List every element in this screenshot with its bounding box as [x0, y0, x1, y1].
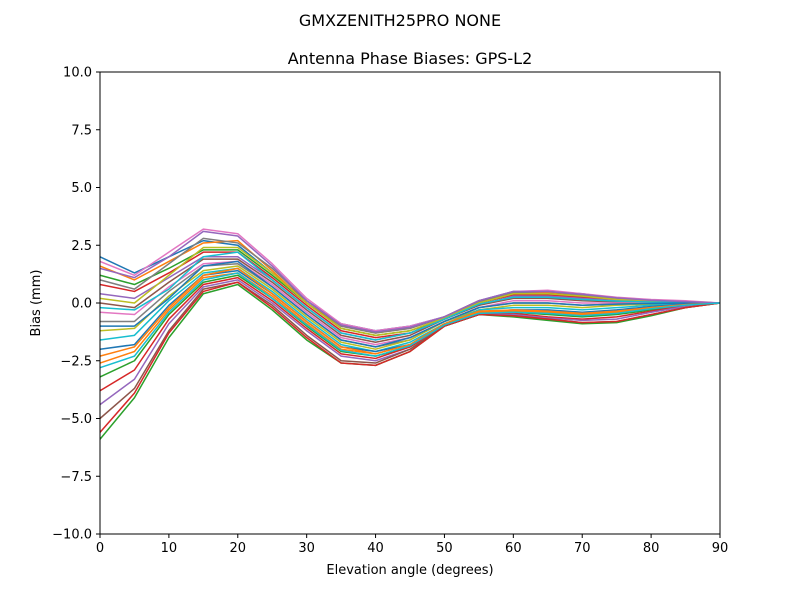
y-tick-label: 5.0 [71, 181, 92, 196]
series-line-10 [99, 267, 721, 353]
series-line-23 [99, 283, 721, 440]
y-tick-label: −5.0 [60, 412, 92, 427]
y-tick-label: −2.5 [60, 354, 92, 369]
x-tick-label: 20 [230, 541, 247, 556]
y-tick-label: 2.5 [71, 239, 92, 254]
series-line-21 [100, 260, 720, 348]
series-line-22 [99, 267, 721, 357]
series-line-24 [99, 281, 721, 433]
y-tick-label: −7.5 [60, 470, 92, 485]
y-tick-label: 10.0 [63, 66, 92, 81]
x-tick-label: 70 [574, 541, 591, 556]
x-tick-label: 30 [298, 541, 315, 556]
y-tick-label: 7.5 [71, 123, 92, 138]
x-tick-label: 0 [96, 541, 104, 556]
series-line-9 [99, 265, 721, 350]
figure-suptitle: GMXZENITH25PRO NONE [299, 11, 501, 30]
y-tick-label: 0.0 [71, 297, 92, 312]
x-tick-label: 10 [161, 541, 178, 556]
x-tick-label: 80 [643, 541, 660, 556]
y-axis: −10.0 −7.5 −5.0 −2.5 0.0 2.5 5.0 7.5 10.0 [52, 66, 100, 543]
x-tick-label: 60 [505, 541, 522, 556]
x-tick-label: 50 [436, 541, 453, 556]
x-axis-label: Elevation angle (degrees) [326, 563, 493, 578]
series-line-25 [99, 230, 721, 333]
series-line-20 [99, 251, 721, 341]
y-tick-label: −10.0 [52, 528, 92, 543]
x-tick-label: 40 [367, 541, 384, 556]
x-tick-label: 90 [712, 541, 729, 556]
y-axis-label: Bias (mm) [29, 270, 44, 337]
series-line-14 [99, 276, 721, 392]
x-axis: 0 10 20 30 40 50 60 70 80 90 [96, 534, 728, 556]
series-line-26 [99, 272, 721, 369]
chart-title: Antenna Phase Biases: GPS-L2 [288, 49, 533, 68]
series-line-19 [99, 246, 721, 337]
plot-area [99, 228, 721, 440]
